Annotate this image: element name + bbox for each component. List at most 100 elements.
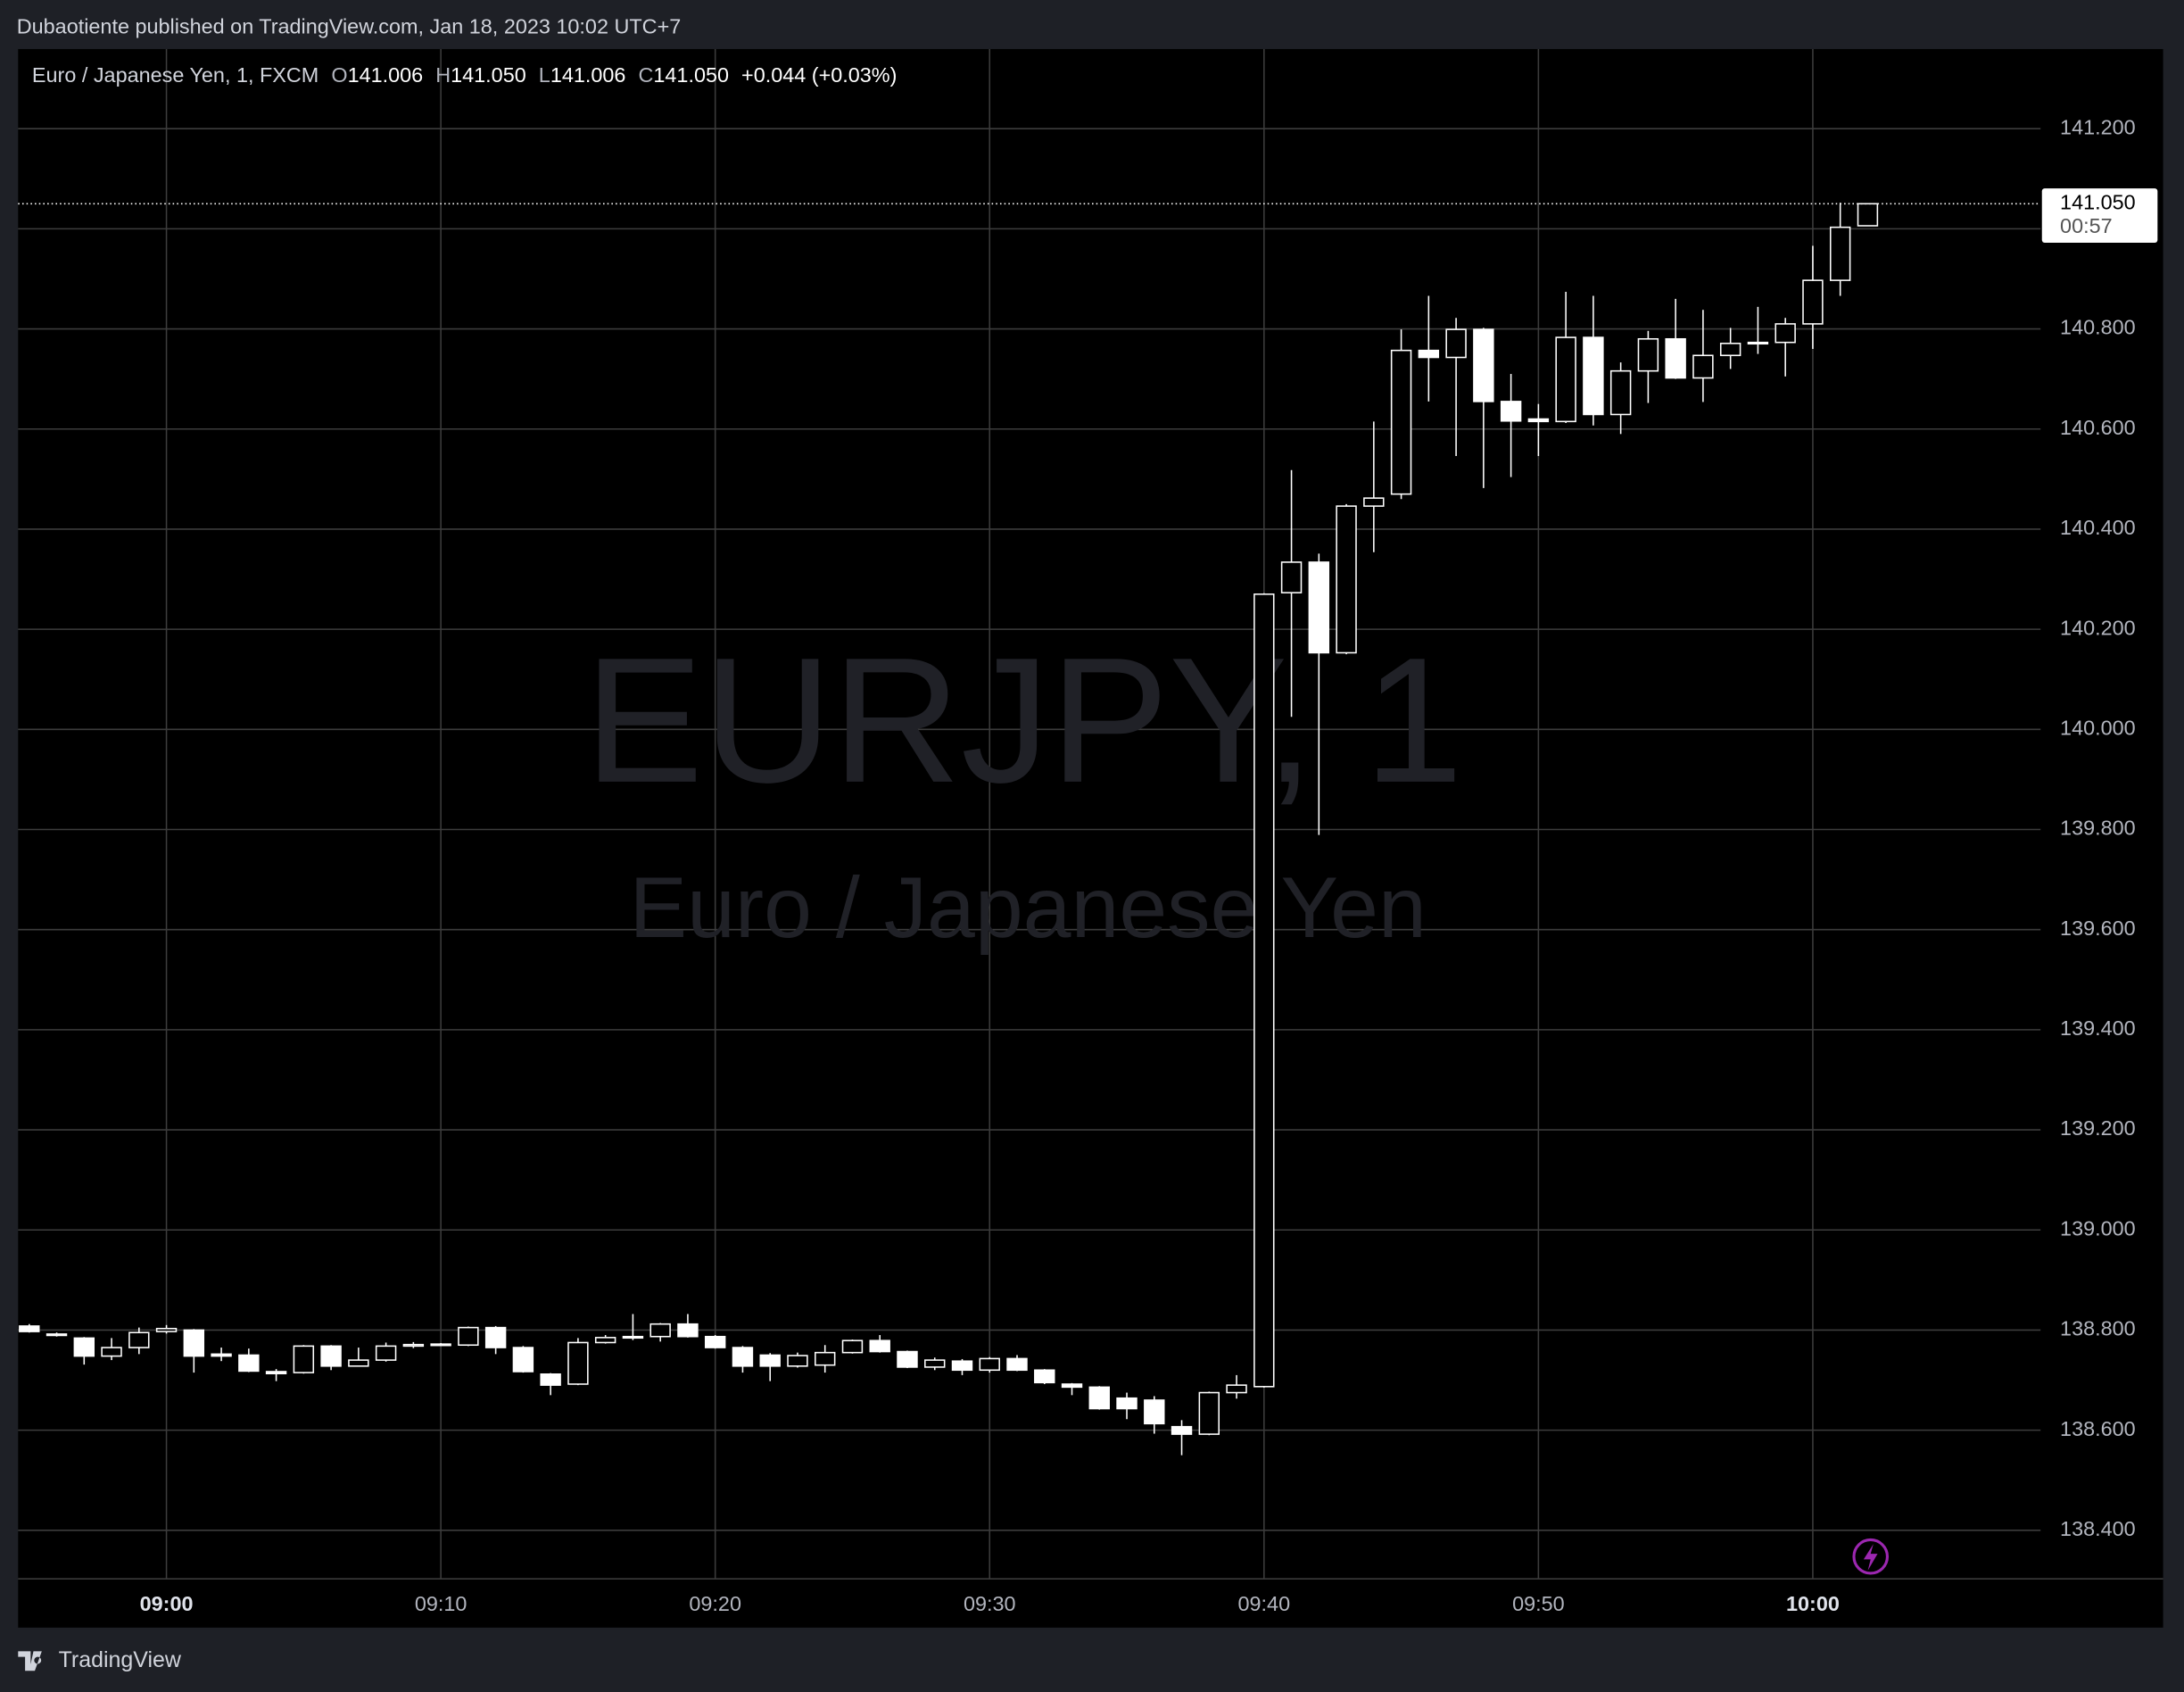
legend-key: H (435, 63, 451, 87)
legend-change: +0.044 (+0.03%) (741, 63, 897, 87)
alert-icon[interactable] (1852, 1538, 1890, 1575)
y-tick-label: 140.000 (2060, 716, 2136, 739)
x-tick-label: 09:10 (415, 1592, 467, 1615)
x-tick-label: 09:40 (1238, 1592, 1291, 1615)
legend-value: 141.006 (550, 63, 626, 87)
brand-logo (18, 1651, 42, 1671)
grid (18, 48, 2041, 1580)
candle-body (73, 1337, 95, 1357)
candle-body (1609, 369, 1632, 416)
candle-body (101, 1347, 122, 1357)
candle-body (1418, 349, 1440, 359)
candle-body (46, 1333, 68, 1337)
candle-body (1061, 1383, 1083, 1389)
candle-body (677, 1323, 699, 1338)
candle-body (869, 1340, 890, 1353)
publish-note: Dubaotiente published on TradingView.com… (17, 15, 682, 38)
x-tick-label: 09:00 (140, 1592, 194, 1615)
y-tick-label: 140.400 (2060, 516, 2136, 539)
candle-body (841, 1340, 864, 1354)
candle-body (430, 1343, 451, 1347)
y-tick-label: 139.800 (2060, 817, 2136, 840)
price-label: 141.050 (2060, 190, 2136, 213)
candle-body (1171, 1425, 1193, 1435)
candle-body (1198, 1391, 1220, 1435)
candle-body (1308, 561, 1330, 654)
candle-body (155, 1327, 178, 1332)
candle-body (1363, 497, 1385, 507)
y-tick-label: 140.800 (2060, 316, 2136, 339)
candle-body (1829, 226, 1851, 281)
candle-body (649, 1323, 671, 1338)
watermark-symbol: EURJPY, 1 (584, 621, 1463, 820)
legend-value: 141.006 (348, 63, 424, 87)
y-tick-label: 138.600 (2060, 1417, 2136, 1440)
candle-body (1226, 1384, 1247, 1394)
candle-body (1802, 279, 1824, 325)
x-tick-label: 09:50 (1512, 1592, 1565, 1615)
x-tick-label: 09:20 (689, 1592, 741, 1615)
candle-body (320, 1345, 342, 1367)
y-tick-label: 139.200 (2060, 1116, 2136, 1140)
axes: 138.400 138.600 138.800 139.000 139.200 139.4… (18, 115, 2158, 1615)
candle-body (1719, 343, 1741, 357)
candle-body (183, 1329, 205, 1357)
candle-body (402, 1343, 425, 1348)
candle-body (1583, 336, 1604, 416)
candle-body (1034, 1369, 1055, 1384)
candle-body (484, 1326, 507, 1348)
candle-body (265, 1371, 287, 1375)
price-label-box (2041, 188, 2158, 244)
y-tick-label: 139.600 (2060, 916, 2136, 940)
candle-body (1555, 336, 1576, 423)
candle-body (787, 1355, 808, 1367)
candle-body (512, 1347, 534, 1373)
legend-symbol: Euro / Japanese Yen, 1, FXCM (32, 63, 318, 87)
candle-body (594, 1337, 616, 1344)
candle-body (1692, 354, 1714, 379)
candle-body (238, 1354, 260, 1373)
candle-body (348, 1359, 369, 1367)
candle-body (375, 1345, 397, 1361)
x-tick-label: 10:00 (1786, 1592, 1840, 1615)
candle-body (1445, 328, 1467, 359)
candle-body (458, 1326, 479, 1347)
candle-body (1390, 349, 1412, 495)
y-tick-label: 141.200 (2060, 115, 2136, 138)
candle-body (951, 1360, 973, 1372)
candle-body (1473, 328, 1494, 402)
candle-body (979, 1357, 1000, 1372)
y-tick-label: 139.400 (2060, 1016, 2136, 1040)
legend-key: O (331, 63, 347, 87)
candle-body (128, 1331, 150, 1348)
candle-body (1527, 418, 1550, 423)
candle-body (1500, 401, 1522, 422)
candle-body (1280, 561, 1303, 593)
candle-body (19, 1325, 40, 1332)
y-tick-label: 138.800 (2060, 1317, 2136, 1340)
legend-value: 141.050 (451, 63, 526, 87)
y-tick-label: 138.400 (2060, 1517, 2136, 1540)
candle-body (1747, 341, 1769, 345)
candle-body (732, 1347, 754, 1367)
candle-body (1665, 337, 1686, 379)
x-tick-label: 09:30 (964, 1592, 1016, 1615)
candle-body (897, 1350, 918, 1368)
candle-body (924, 1359, 946, 1368)
candle-body (211, 1353, 232, 1357)
candle-body (1144, 1399, 1165, 1425)
alert-bolt (1863, 1544, 1878, 1571)
brand-name: TradingView (59, 1647, 182, 1672)
candle-body (567, 1341, 589, 1385)
candle-body (704, 1335, 726, 1348)
legend-key: L (539, 63, 550, 87)
legend-value: 141.050 (653, 63, 729, 87)
candle-body (293, 1345, 315, 1373)
candle-body (1774, 323, 1796, 344)
candle-body (622, 1335, 644, 1340)
y-tick-label: 139.000 (2060, 1216, 2136, 1240)
countdown-label: 00:57 (2060, 214, 2113, 237)
candle-body (759, 1354, 781, 1367)
